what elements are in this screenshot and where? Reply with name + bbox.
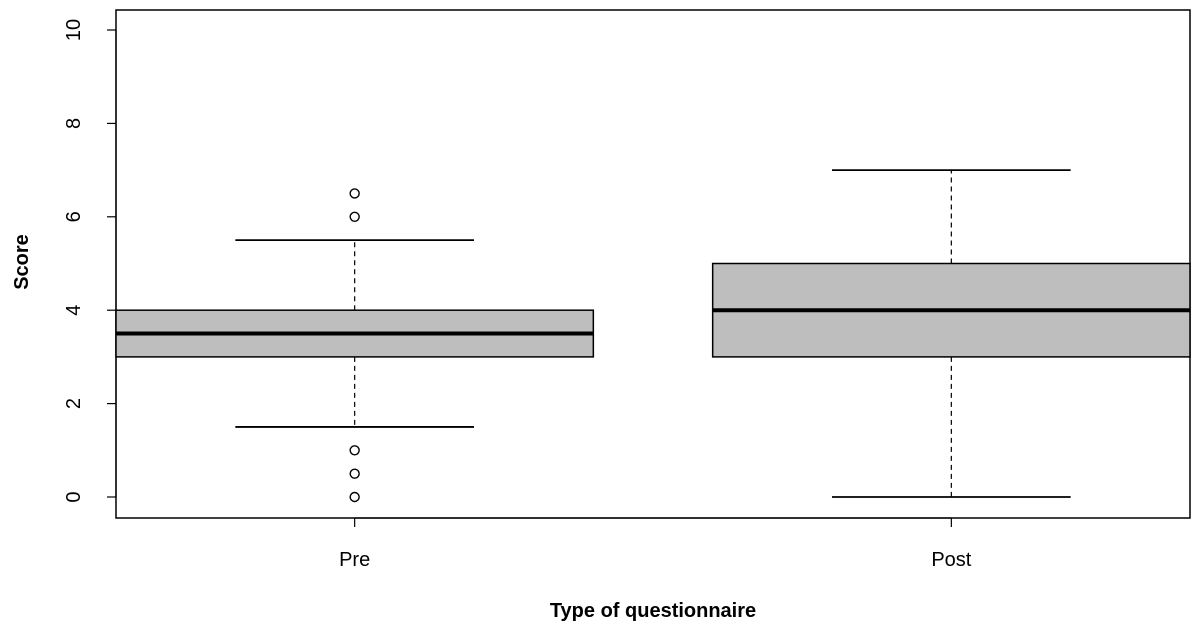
x-tick-label: Pre (339, 549, 370, 571)
boxes (115, 169, 1191, 503)
y-axis-title: Score (11, 234, 33, 290)
outlier-point (349, 468, 360, 479)
y-tick-label: 0 (63, 491, 85, 502)
outlier-point (349, 445, 360, 456)
box-pre (115, 188, 595, 503)
y-tick-label: 10 (63, 19, 85, 41)
x-axis-title: Type of questionnaire (550, 600, 756, 622)
y-tick-label: 4 (63, 305, 85, 316)
x-axis: Pre Post (339, 517, 972, 571)
outlier-point (349, 211, 360, 223)
y-tick-label: 6 (63, 211, 85, 222)
y-axis: 0 2 4 6 8 10 (63, 19, 117, 503)
outlier-point (349, 491, 360, 503)
outlier-point (349, 188, 360, 199)
y-tick-label: 2 (63, 398, 85, 409)
y-tick-label: 8 (63, 118, 85, 129)
x-tick-label: Post (931, 549, 971, 571)
box-post (711, 169, 1191, 498)
